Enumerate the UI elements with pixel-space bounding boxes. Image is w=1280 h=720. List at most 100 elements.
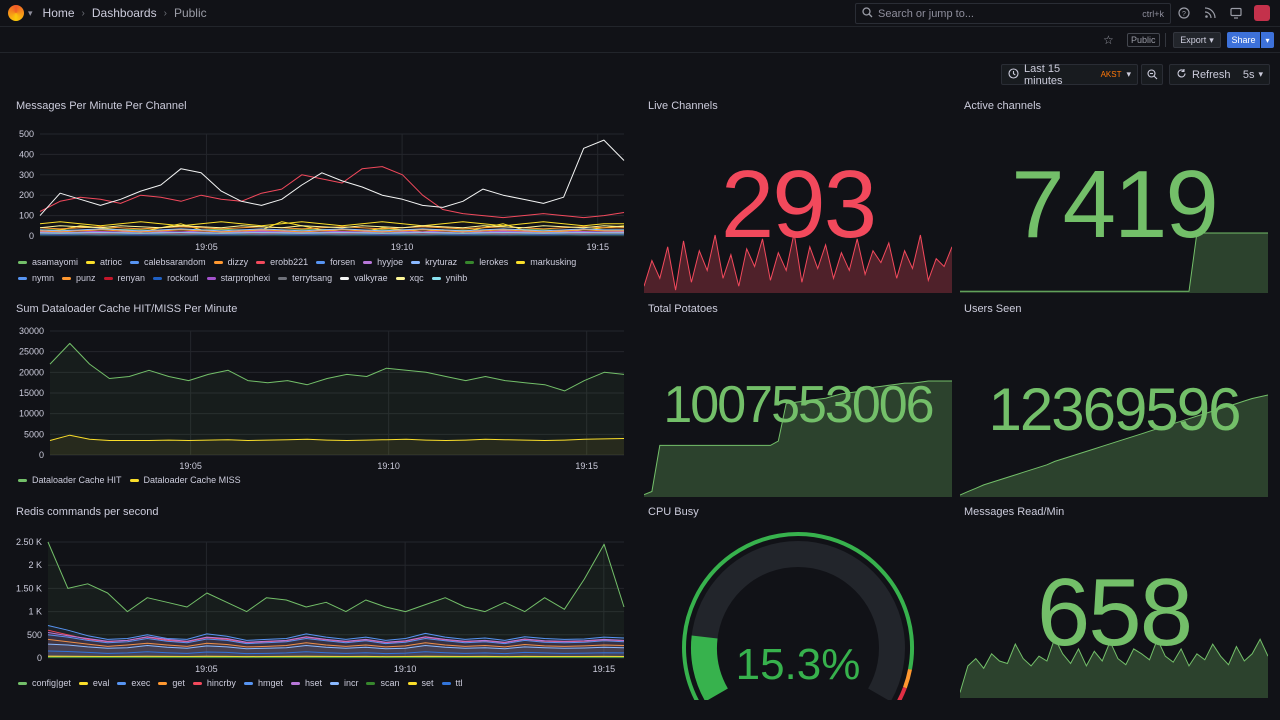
monitor-icon[interactable] (1228, 5, 1244, 21)
sparkline-line (960, 394, 1268, 496)
legend-item[interactable]: ttl (441, 678, 463, 688)
legend-item[interactable]: ynihb (431, 273, 468, 283)
rss-icon[interactable] (1202, 5, 1218, 21)
legend-item[interactable]: hincrby (192, 678, 236, 688)
legend-item[interactable]: xqc (395, 273, 424, 283)
refresh-picker[interactable]: Refresh 5s ▾ (1169, 64, 1270, 85)
messages-per-minute-chart[interactable]: 0 100 200 300 400 500 19:05 19:10 19:15 (16, 126, 628, 280)
series-line[interactable] (47, 632, 625, 643)
legend-item[interactable]: scan (366, 678, 400, 688)
panel-title: Redis commands per second (16, 506, 159, 518)
legend-item[interactable]: atrioc (86, 257, 122, 267)
search-input[interactable]: Search or jump to... ctrl+k (855, 3, 1171, 24)
time-range-picker[interactable]: Last 15 minutes AKST ▾ (1001, 62, 1138, 87)
legend-item[interactable]: incr (329, 678, 359, 688)
legend-swatch (278, 276, 288, 280)
legend-label: incr (343, 678, 359, 688)
panel-messages-per-minute: Messages Per Minute Per Channel 0 100 200 3… (16, 100, 628, 290)
legend-item[interactable]: dizzy (213, 257, 248, 267)
series-line[interactable] (39, 228, 624, 232)
legend-label: exec (131, 678, 151, 688)
legend-item[interactable]: punz (62, 273, 96, 283)
legend-item[interactable]: forsen (316, 257, 355, 267)
legend-item[interactable]: rockoutl (153, 273, 199, 283)
share-button[interactable]: Share (1227, 32, 1260, 48)
breadcrumb-dashboards[interactable]: Dashboards (91, 6, 157, 20)
user-avatar[interactable] (1254, 5, 1270, 21)
legend-label: scan (380, 678, 400, 688)
total-potatoes-value: 1007553006 (663, 376, 934, 434)
legend-label: lerokes (479, 257, 509, 267)
export-button[interactable]: Export ▾ (1173, 32, 1221, 48)
grafana-logo-icon[interactable] (8, 5, 24, 21)
panel-total-potatoes: Total Potatoes 1007553006 (644, 303, 952, 497)
legend-item[interactable]: starprophexi (206, 273, 270, 283)
legend-label: kryturaz (425, 257, 458, 267)
legend-item[interactable]: lerokes (465, 257, 508, 267)
x-tick-label: 19:05 (179, 461, 202, 471)
series-line[interactable] (39, 233, 624, 235)
legend-label: ynihb (445, 273, 468, 283)
legend-swatch (18, 276, 27, 280)
legend-label: xqc (409, 273, 424, 283)
refresh-interval-dropdown[interactable]: 5s ▾ (1243, 69, 1263, 81)
legend-swatch (329, 681, 339, 685)
legend-item[interactable]: set (407, 678, 434, 688)
messages-read-sparkline (960, 636, 1268, 698)
help-icon[interactable]: ? (1176, 5, 1192, 21)
legend-item[interactable]: kryturaz (411, 257, 457, 267)
legend-item[interactable]: valkyrae (340, 273, 388, 283)
legend-item[interactable]: markusking (516, 257, 576, 267)
legend-item[interactable]: exec (117, 678, 150, 688)
legend-item[interactable]: calebsarandom (130, 257, 206, 267)
legend-label: erobb221 (270, 257, 309, 267)
series-line[interactable] (47, 638, 625, 648)
series-line[interactable] (47, 655, 625, 658)
legend-label: set (421, 678, 434, 688)
share-dropdown-button[interactable]: ▾ (1261, 32, 1274, 48)
legend-label: markusking (530, 257, 577, 267)
refresh-interval-value: 5s (1242, 68, 1255, 81)
dataloader-cache-chart[interactable]: 0 5000 10000 15000 20000 25000 30000 19:05 19:10… (16, 325, 628, 485)
legend-label: punz (76, 273, 96, 283)
time-range-label: Last 15 minutes (1024, 62, 1063, 87)
legend-item[interactable]: erobb221 (256, 257, 308, 267)
legend-item[interactable]: asamayomi (18, 257, 78, 267)
legend-item[interactable]: terrytsang (278, 273, 332, 283)
series-line[interactable] (47, 625, 625, 641)
breadcrumb-home[interactable]: Home (42, 6, 75, 20)
series-line[interactable] (47, 634, 625, 645)
series-line[interactable] (49, 342, 625, 392)
export-label: Export (1180, 35, 1207, 45)
legend-item[interactable]: nymn (18, 273, 54, 283)
legend-item[interactable]: eval (78, 678, 109, 688)
series-line[interactable] (47, 541, 625, 613)
legend-item[interactable]: hmget (243, 678, 283, 688)
series-line[interactable] (39, 166, 625, 219)
series-line[interactable] (39, 221, 624, 227)
legend-swatch (78, 681, 88, 685)
series-line[interactable] (49, 434, 625, 441)
zoom-out-button[interactable] (1141, 64, 1163, 85)
legend-item[interactable]: config|get (18, 678, 71, 688)
redis-commands-chart[interactable]: 0 500 1 K 1.50 K 2 K 2.50 K 19:05 19:10 19:15 (16, 530, 628, 694)
legend-item[interactable]: hyyjoe (363, 257, 403, 267)
series-line[interactable] (39, 229, 624, 233)
y-tick-label: 1.50 K (16, 583, 42, 593)
series-line[interactable] (47, 643, 625, 650)
sparkline-area (960, 638, 1268, 698)
legend-item[interactable]: get (158, 678, 185, 688)
timezone-label: AKST (1100, 70, 1122, 79)
sparkline-area (960, 395, 1268, 497)
legend-item[interactable]: Dataloader Cache HIT (18, 475, 122, 485)
y-tick-label: 1 K (28, 607, 42, 617)
breadcrumb-current: Public (173, 6, 207, 20)
chevron-down-icon[interactable]: ▾ (28, 7, 33, 18)
legend-item[interactable]: hset (290, 678, 322, 688)
series-line[interactable] (39, 139, 625, 216)
legend-item[interactable]: Dataloader Cache MISS (129, 475, 241, 485)
star-icon[interactable]: ☆ (1103, 33, 1114, 47)
series-line[interactable] (39, 225, 625, 229)
legend-item[interactable]: renyan (103, 273, 145, 283)
series-line[interactable] (47, 650, 625, 655)
